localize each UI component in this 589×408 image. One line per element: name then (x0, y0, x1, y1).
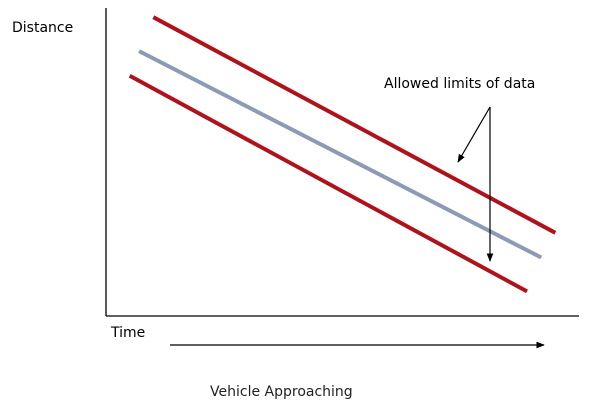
annotation-text: Allowed limits of data (384, 76, 536, 92)
chart-caption: Vehicle Approaching (210, 384, 353, 400)
series-line-lower-limit (128, 74, 528, 294)
series-line-center (138, 49, 543, 260)
series-line-upper-limit (152, 15, 557, 235)
series-layer (128, 15, 557, 294)
y-axis-label: Distance (12, 20, 74, 36)
annotation-arrow-upper (457, 106, 491, 163)
x-axis-label: Time (111, 325, 146, 341)
